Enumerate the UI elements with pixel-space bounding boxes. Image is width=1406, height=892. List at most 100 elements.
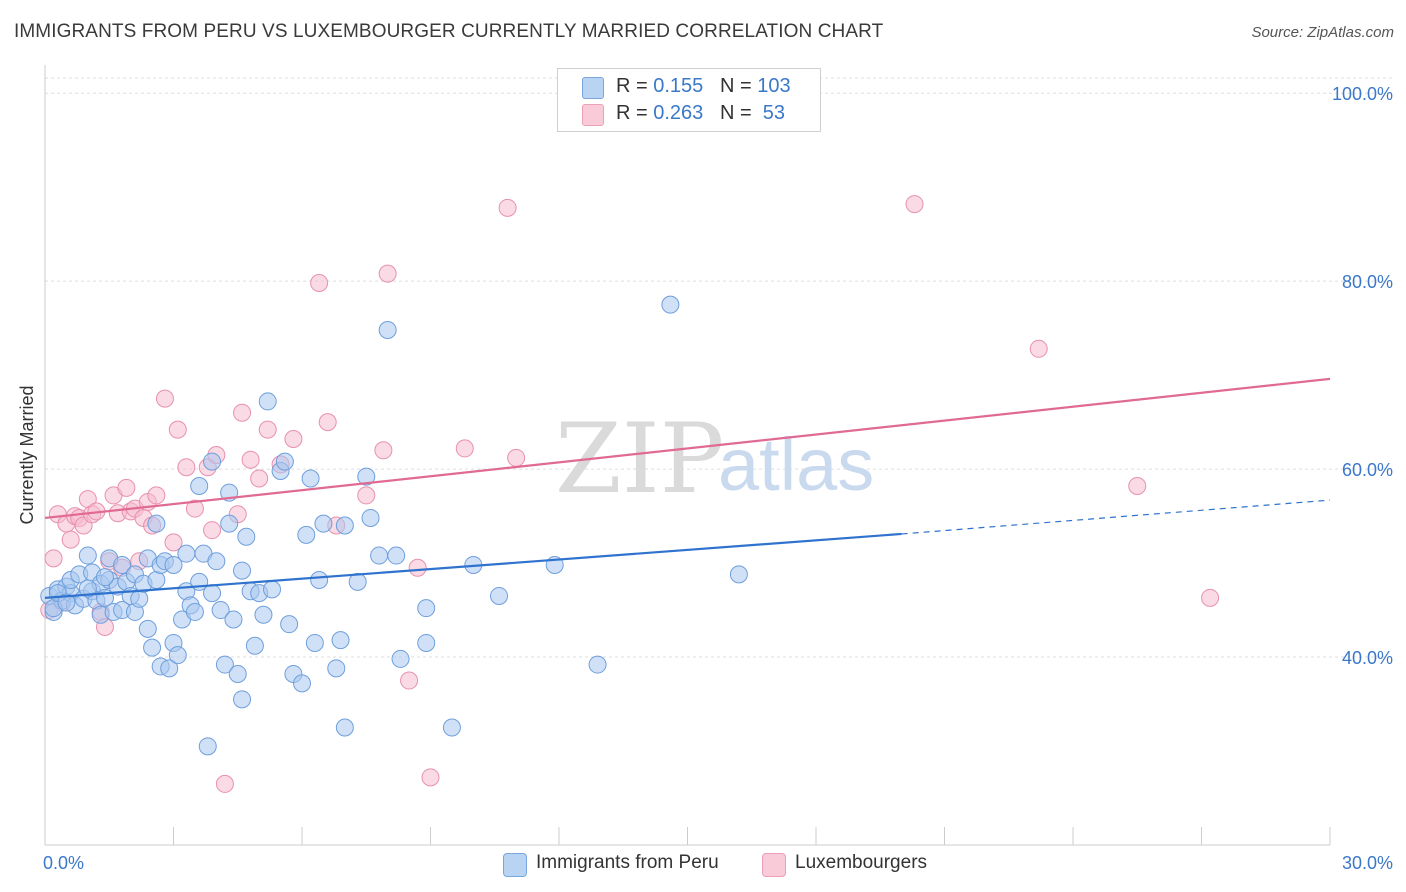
peru-point — [310, 570, 329, 589]
x-tick-label-min: 0.0% — [43, 853, 84, 873]
lux-point — [233, 403, 252, 422]
source-credit: Source: ZipAtlas.com — [1251, 24, 1394, 41]
lux-point — [318, 413, 337, 432]
legend-r-value: 0.263 — [653, 102, 704, 124]
lux-point — [215, 774, 234, 793]
peru-point — [348, 572, 367, 591]
lux-point — [357, 486, 376, 505]
lux-point — [1201, 588, 1220, 607]
legend-n-value: 103 — [757, 75, 791, 97]
peru-point — [207, 552, 226, 571]
peru-point — [95, 568, 114, 587]
peru-point — [147, 514, 166, 533]
peru-point — [224, 610, 243, 629]
peru-point — [442, 718, 461, 737]
peru-point — [378, 321, 397, 340]
legend-n-label: N = — [719, 75, 758, 97]
lux-point — [203, 521, 222, 540]
lux-point — [61, 530, 80, 549]
peru-point — [297, 525, 316, 544]
watermark: ZIP atlas — [555, 403, 874, 515]
peru-point — [198, 737, 217, 756]
lux-point — [284, 430, 303, 449]
lux-point — [164, 533, 183, 552]
peru-point — [357, 467, 376, 486]
peru-point — [258, 392, 277, 411]
legend-row-peru: R = 0.155 N = 103 — [582, 75, 791, 101]
peru-point — [301, 469, 320, 488]
bottom-legend-swatch-lux — [762, 853, 786, 877]
peru-point — [275, 452, 294, 471]
peru-point — [387, 546, 406, 565]
peru-point — [190, 477, 209, 496]
y-tick-label: 60.0% — [1342, 460, 1393, 480]
x-tick-label-max: 30.0% — [1342, 853, 1393, 873]
peru-point — [327, 659, 346, 678]
bottom-legend-swatch-peru — [503, 853, 527, 877]
lux-point — [498, 198, 517, 217]
trend-lines — [44, 377, 1331, 599]
peru-point — [78, 579, 97, 598]
peru-points — [40, 295, 748, 756]
peru-point — [147, 570, 166, 589]
peru-point — [233, 690, 252, 709]
peru-point — [361, 508, 380, 527]
lux-point — [250, 469, 269, 488]
peru-point — [588, 655, 607, 674]
lux-point — [155, 389, 174, 408]
peru-point — [417, 633, 436, 652]
legend-n-value: 53 — [757, 102, 786, 124]
y-tick-label: 100.0% — [1332, 84, 1393, 104]
peru-point — [160, 659, 179, 678]
peru-point — [391, 649, 410, 668]
axes — [44, 65, 1331, 846]
peru-point — [138, 619, 157, 638]
legend-r-label: R = — [616, 75, 654, 97]
peru-point — [57, 593, 76, 612]
lux-trend-line — [44, 377, 1331, 520]
lux-point — [147, 486, 166, 505]
legend-swatch-peru — [582, 77, 604, 99]
peru-point — [331, 631, 350, 650]
y-tick-label: 40.0% — [1342, 648, 1393, 668]
lux-point — [374, 441, 393, 460]
lux-point — [507, 448, 526, 467]
lux-point — [1029, 339, 1048, 358]
peru-trend-line — [44, 532, 902, 599]
legend-r-label: R = — [616, 102, 654, 124]
lux-point — [44, 549, 63, 568]
peru-point — [335, 516, 354, 535]
chart-title: IMMIGRANTS FROM PERU VS LUXEMBOURGER CUR… — [14, 21, 884, 42]
lux-point — [168, 420, 187, 439]
lux-point — [400, 671, 419, 690]
peru-point — [203, 584, 222, 603]
peru-point — [293, 674, 311, 693]
legend: R = 0.155 N = 103 R = 0.263 N = 53 — [557, 68, 821, 132]
lux-point — [905, 195, 924, 214]
legend-stats-lux: R = 0.263 N = 53 — [616, 102, 785, 125]
legend-stats-peru: R = 0.155 N = 103 — [616, 75, 791, 98]
lux-point — [241, 450, 260, 469]
peru-point — [254, 605, 273, 624]
lux-point — [455, 439, 474, 458]
peru-point — [215, 655, 234, 674]
peru-point — [177, 544, 196, 563]
peru-point — [280, 615, 299, 634]
lux-point — [117, 478, 136, 497]
lux-point — [421, 768, 440, 787]
peru-point — [143, 638, 162, 657]
peru-point — [729, 565, 748, 584]
peru-point — [263, 580, 282, 599]
peru-point — [314, 514, 333, 533]
peru-point — [130, 589, 149, 608]
lux-point — [1128, 477, 1147, 496]
bottom-legend-label-peru: Immigrants from Peru — [536, 852, 719, 873]
watermark-atlas: atlas — [718, 423, 874, 506]
peru-point — [490, 586, 509, 605]
legend-swatch-lux — [582, 104, 604, 126]
peru-point — [370, 546, 389, 565]
y-axis-label: Currently Married — [17, 385, 37, 524]
peru-point — [417, 599, 436, 618]
legend-r-value: 0.155 — [653, 75, 704, 97]
legend-row-lux: R = 0.263 N = 53 — [582, 102, 785, 128]
